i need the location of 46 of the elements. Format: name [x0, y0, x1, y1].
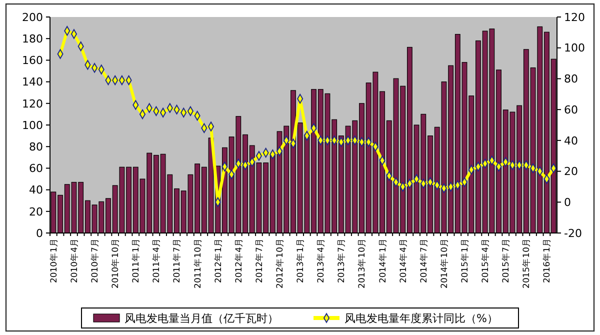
y-tick-label: 40	[29, 184, 43, 197]
y-tick-label: 100	[22, 118, 43, 132]
y2-tick-label: 60	[564, 103, 578, 116]
y-tick-label: 200	[22, 10, 43, 24]
y-tick-label: 0	[36, 226, 43, 240]
x-tick-label: 2012年7月	[254, 238, 265, 284]
x-tick-label: 2010年7月	[90, 238, 101, 284]
x-tick-label: 2013年1月	[295, 238, 306, 284]
x-tick-label: 2013年10月	[356, 238, 368, 288]
x-tick-label: 2014年7月	[418, 238, 430, 284]
x-tick-label: 2015年4月	[480, 238, 492, 284]
y-tick-label: 20	[29, 205, 43, 218]
y2-tick-label: 40	[564, 134, 578, 148]
y-tick-label: 140	[22, 76, 43, 89]
x-tick-label: 2012年4月	[233, 238, 244, 284]
x-tick-label: 2014年10月	[438, 238, 450, 288]
x-tick-label: 2011年10月	[192, 238, 204, 288]
y-tick-label: 120	[22, 97, 43, 110]
y2-tick-label: 120	[564, 10, 585, 24]
x-tick-label: 2013年7月	[336, 238, 348, 284]
x-tick-label: 2015年1月	[459, 238, 470, 284]
y-tick-label: 80	[29, 140, 43, 154]
y2-tick-label: 20	[564, 165, 578, 178]
y-tick-label: 60	[29, 162, 43, 176]
x-tick-label: 2016年1月	[542, 238, 553, 284]
x-tick-label: 2012年10月	[274, 238, 286, 288]
x-tick-label: 2014年1月	[377, 238, 388, 284]
y-tick-label: 180	[22, 32, 43, 46]
y-tick-label: 160	[22, 54, 43, 68]
legend-label: 风电发电量当月值（亿千瓦时）	[124, 312, 278, 325]
x-tick-label: 2010年10月	[110, 238, 122, 288]
legend-label: 风电发电量年度累计同比（%）	[344, 312, 498, 325]
x-tick-label: 2010年4月	[68, 238, 80, 284]
y2-tick-label: 100	[564, 42, 585, 55]
x-tick-label: 2010年1月	[48, 238, 60, 284]
x-tick-label: 2012年1月	[212, 238, 224, 284]
y2-tick-label: 80	[564, 72, 578, 86]
y2-tick-label: -20	[564, 226, 582, 240]
x-tick-label: 2014年4月	[398, 238, 409, 284]
y2-tick-label: 0	[564, 196, 571, 209]
x-tick-label: 2015年10月	[521, 238, 532, 288]
x-tick-label: 2011年7月	[172, 238, 183, 284]
x-tick-label: 2015年7月	[500, 238, 512, 284]
x-tick-label: 2011年1月	[130, 238, 142, 284]
x-tick-label: 2013年4月	[316, 238, 327, 284]
x-tick-label: 2011年4月	[151, 238, 162, 284]
